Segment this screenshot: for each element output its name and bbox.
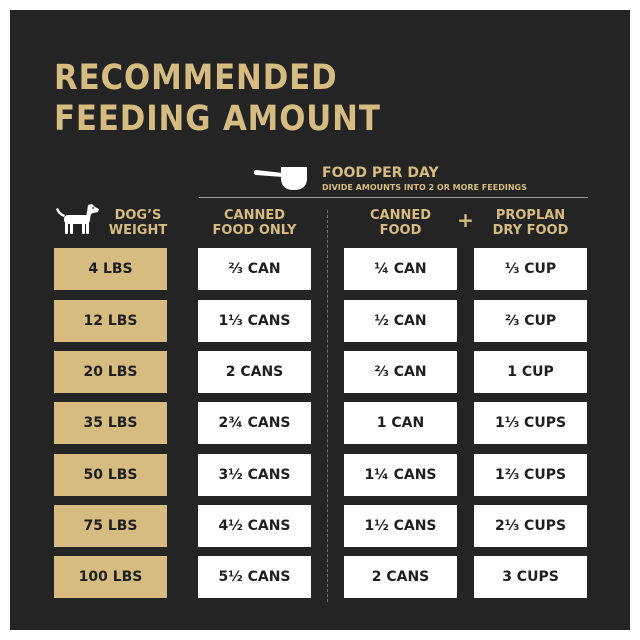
dry-food-cell: 3 CUPS [474,556,587,598]
dry-food-cell: ⅓ CUP [474,248,587,290]
weight-cell: 20 LBS [54,351,167,393]
title-line-1: RECOMMENDED [54,58,338,98]
header-proplan-dry-food: PROPLAN DRY FOOD [492,208,569,238]
weight-cell: 50 LBS [54,454,167,496]
header-canned-food-only: CANNED FOOD ONLY [212,208,297,238]
canned-cell: ½ CAN [344,300,457,342]
column-divider [327,210,328,602]
food-per-day-subtitle: DIVIDE AMOUNTS INTO 2 OR MORE FEEDINGS [322,183,527,192]
dog-icon [56,204,99,234]
weight-cell: 100 LBS [54,556,167,598]
header-dogs-weight: DOG’S WEIGHT [108,208,168,238]
food-per-day-title: FOOD PER DAY [322,165,439,181]
canned-cell: ⅔ CAN [344,351,457,393]
weight-cell: 75 LBS [54,505,167,547]
page-title: RECOMMENDED FEEDING AMOUNT [54,58,381,140]
canned-cell: ¼ CAN [344,248,457,290]
title-line-2: FEEDING AMOUNT [54,99,381,139]
food-per-day-rule [199,197,588,198]
canned-cell: 1 CAN [344,402,457,444]
weight-cell: 12 LBS [54,300,167,342]
dry-food-cell: 1 CUP [474,351,587,393]
measuring-scoop-icon [254,167,307,190]
dry-food-cell: 2⅓ CUPS [474,505,587,547]
weight-cell: 4 LBS [54,248,167,290]
canned-only-cell: 2 CANS [198,351,311,393]
canned-only-cell: 5½ CANS [198,556,311,598]
dry-food-cell: 1⅔ CUPS [474,454,587,496]
weight-cell: 35 LBS [54,402,167,444]
dry-food-cell: 1⅓ CUPS [474,402,587,444]
canned-cell: 1¼ CANS [344,454,457,496]
header-canned-food: CANNED FOOD [369,208,432,238]
canned-only-cell: 2¾ CANS [198,402,311,444]
canned-only-cell: ⅔ CAN [198,248,311,290]
dry-food-cell: ⅔ CUP [474,300,587,342]
plus-sign: + [457,208,474,232]
canned-only-cell: 1⅓ CANS [198,300,311,342]
canned-cell: 1½ CANS [344,505,457,547]
canned-only-cell: 4½ CANS [198,505,311,547]
canned-only-cell: 3½ CANS [198,454,311,496]
canned-cell: 2 CANS [344,556,457,598]
